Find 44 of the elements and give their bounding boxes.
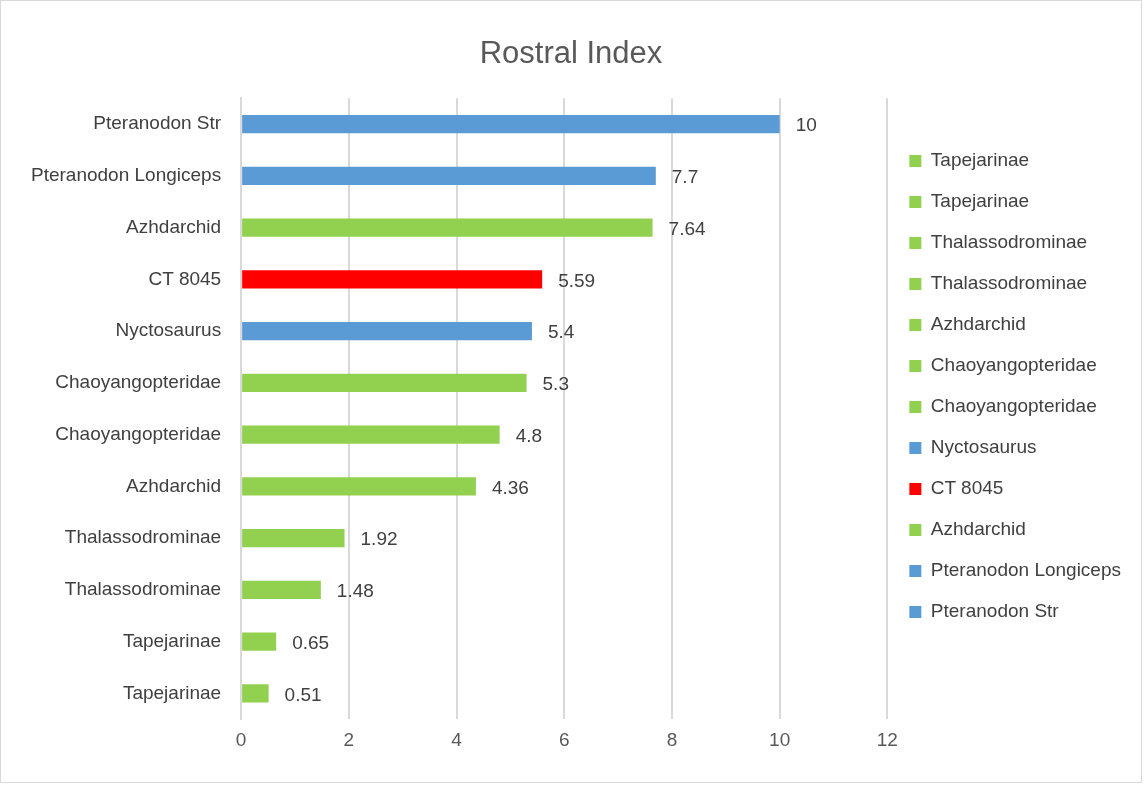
chart-title: Rostral Index: [479, 35, 663, 71]
x-tick-label: 2: [343, 728, 355, 750]
legend-label: Thalassodrominae: [930, 272, 1088, 294]
legend-label: Pteranodon Longiceps: [930, 559, 1122, 581]
y-tick-label: Nyctosaurus: [115, 319, 222, 341]
data-label: 4.8: [515, 424, 543, 446]
data-label: 5.59: [558, 269, 596, 291]
data-label: 1.48: [336, 580, 374, 602]
x-tick-label: 12: [876, 728, 898, 750]
legend-label: Thalassodrominae: [930, 231, 1088, 253]
legend-label: Chaoyangopteridae: [930, 354, 1097, 376]
x-tick-label: 8: [666, 728, 678, 750]
legend-label: Azhdarchid: [930, 313, 1026, 335]
y-tick-label: Azhdarchid: [126, 474, 222, 496]
data-label: 5.3: [542, 373, 569, 395]
data-label: 5.4: [547, 321, 575, 343]
y-tick-label: Pteranodon Longiceps: [30, 164, 222, 186]
y-tick-label: Thalassodrominae: [64, 526, 222, 548]
data-label: 7.64: [668, 217, 706, 239]
y-tick-label: Chaoyangopteridae: [55, 422, 222, 444]
data-label: 7.7: [671, 166, 699, 188]
legend-label: CT 8045: [930, 477, 1004, 499]
x-tick-label: 6: [558, 728, 570, 750]
data-label: 10: [795, 114, 817, 136]
legend-label: Chaoyangopteridae: [930, 395, 1097, 417]
y-tick-label: Tapejarinae: [122, 681, 222, 703]
x-tick-label: 0: [235, 728, 247, 750]
legend-label: Azhdarchid: [930, 518, 1026, 540]
y-tick-label: Thalassodrominae: [64, 578, 222, 600]
y-tick-label: Chaoyangopteridae: [55, 371, 222, 393]
y-tick-label: Pteranodon Str: [93, 112, 222, 134]
data-label: 0.51: [284, 683, 322, 705]
legend-label: Nyctosaurus: [930, 436, 1037, 458]
legend-label: Tapejarinae: [930, 190, 1030, 212]
x-tick-label: 4: [451, 728, 463, 750]
data-label: 0.65: [292, 631, 330, 653]
legend-label: Tapejarinae: [930, 149, 1030, 171]
y-tick-label: CT 8045: [148, 267, 222, 289]
data-label: 4.36: [491, 476, 529, 498]
y-tick-label: Tapejarinae: [122, 629, 222, 651]
x-tick-label: 10: [769, 728, 791, 750]
y-tick-label: Azhdarchid: [126, 215, 222, 237]
data-label: 1.92: [360, 528, 398, 550]
legend-label: Pteranodon Str: [930, 600, 1060, 622]
